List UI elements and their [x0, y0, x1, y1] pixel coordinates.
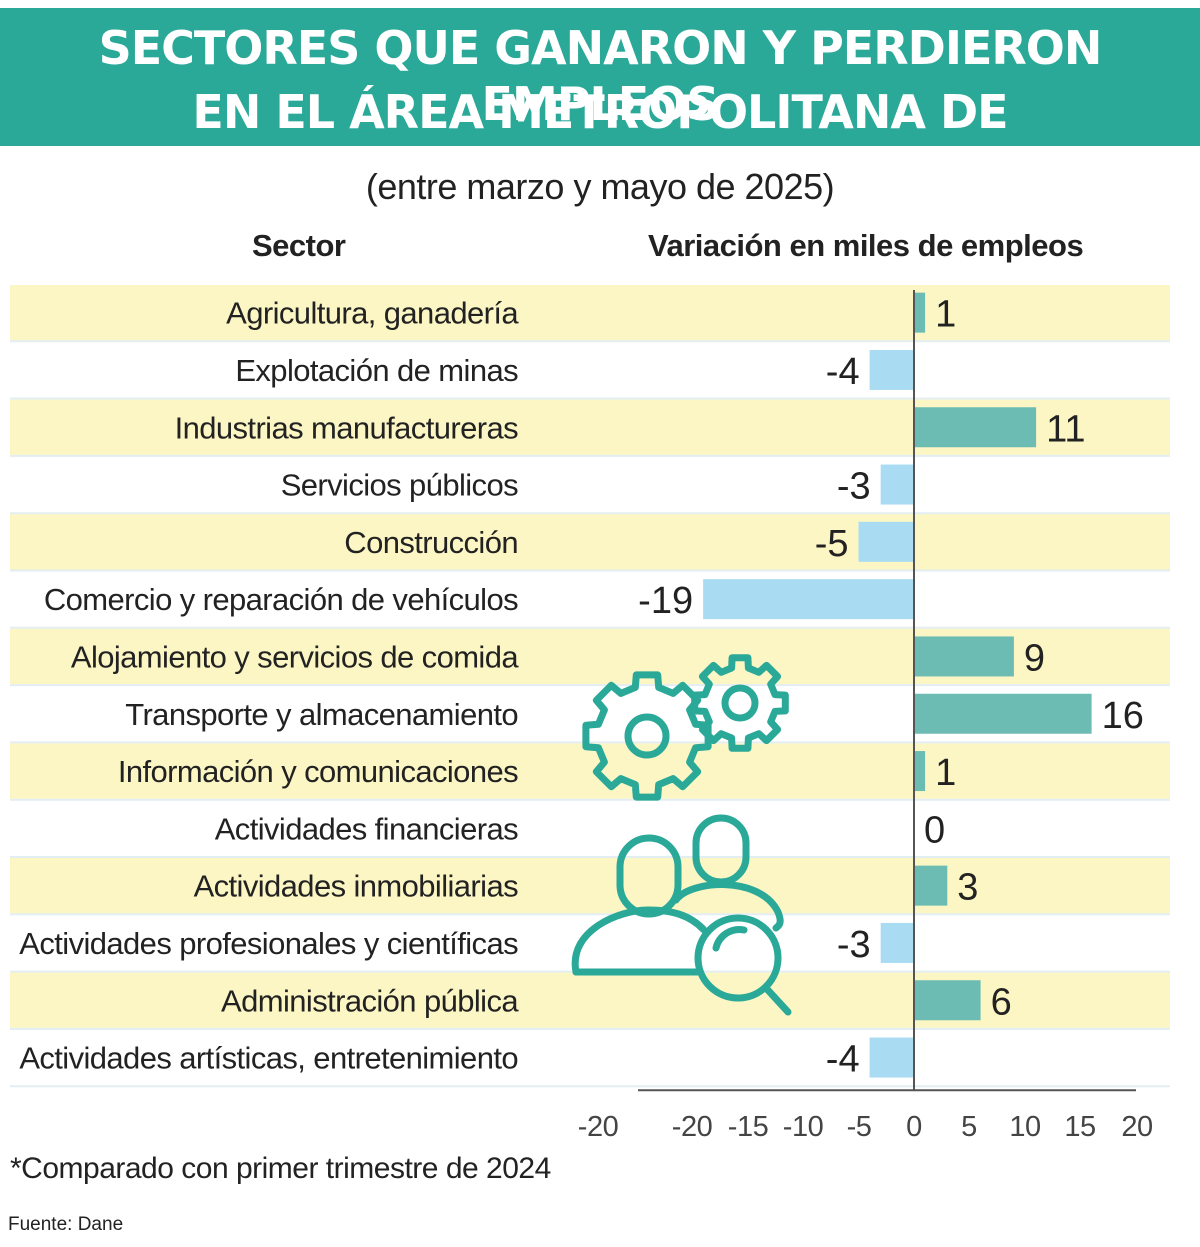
source-note: Fuente: Dane	[8, 1214, 124, 1235]
x-tick-labels: -20 -20 -15 -10 -5 0 5 10 15 20	[578, 1111, 1153, 1143]
category-label: Administración pública	[221, 983, 519, 1018]
value-label: -3	[837, 466, 871, 508]
bar	[914, 407, 1037, 448]
bar	[869, 1037, 914, 1078]
sector-column-header: Sector	[252, 228, 346, 263]
x-tick-label: 5	[961, 1111, 977, 1143]
value-label: 3	[957, 867, 978, 909]
bar	[880, 922, 914, 963]
category-label: Actividades financieras	[215, 811, 518, 846]
row-stripe	[10, 285, 1170, 341]
variation-column-header: Variación en miles de empleos	[648, 228, 1084, 263]
category-label: Actividades profesionales y científicas	[19, 926, 518, 961]
x-tick-label: -20	[578, 1111, 618, 1143]
people-search-icon	[571, 814, 792, 1016]
bar	[703, 579, 914, 620]
x-tick-label: -15	[728, 1111, 768, 1143]
x-tick-label: -5	[847, 1111, 872, 1143]
value-labels: 1 -4 11 -3 -5 -19 9 16 1 03 -3 6 -4	[638, 294, 1144, 1081]
bar	[880, 464, 914, 505]
chart-title-line-1: SECTORES QUE GANARON Y PERDIERON EMPLEOS	[98, 21, 1103, 131]
bar	[914, 693, 1092, 734]
x-tick-label: -20	[672, 1111, 712, 1143]
bar	[914, 751, 926, 792]
x-tick-label: 10	[1009, 1111, 1040, 1143]
category-label: Actividades artísticas, entretenimiento	[19, 1041, 518, 1076]
value-label: -19	[638, 580, 693, 622]
value-label: 0	[924, 809, 945, 851]
bar	[869, 349, 914, 390]
value-label: 1	[935, 294, 956, 336]
bar	[914, 636, 1014, 677]
x-tick-label: -10	[783, 1111, 823, 1143]
value-label: -3	[837, 924, 871, 966]
bars	[703, 292, 1092, 1078]
bar	[914, 292, 926, 333]
value-label: -4	[826, 351, 860, 393]
row-stripe	[10, 858, 1170, 914]
category-label: Agricultura, ganadería	[226, 296, 519, 331]
chart-title-line-2: EN EL ÁREA METROPOLITANA DE BUCARAMANGA*	[192, 85, 1008, 195]
footnote: *Comparado con primer trimestre de 2024	[10, 1152, 551, 1185]
row-stripes	[10, 285, 1170, 1088]
value-label: 16	[1102, 695, 1144, 737]
category-label: Explotación de minas	[235, 353, 518, 388]
value-label: 11	[1046, 408, 1085, 450]
decorative-icons	[571, 654, 792, 1016]
x-tick-label: 15	[1064, 1111, 1095, 1143]
title-band	[0, 8, 1200, 146]
category-label: Comercio y reparación de vehículos	[44, 582, 518, 617]
value-label: 6	[991, 981, 1012, 1023]
chart-subtitle: (entre marzo y mayo de 2025)	[365, 166, 835, 207]
row-stripe	[10, 743, 1170, 799]
category-label: Actividades inmobiliarias	[194, 869, 519, 904]
category-label: Transporte y almacenamiento	[125, 697, 518, 732]
value-label: 1	[935, 752, 956, 794]
x-tick-label: 0	[906, 1111, 922, 1143]
value-label: -5	[815, 523, 849, 565]
bar	[914, 980, 981, 1021]
bar	[914, 865, 948, 906]
value-label: -4	[826, 1039, 860, 1081]
gears-icon	[582, 654, 789, 801]
x-tick-label: 20	[1121, 1111, 1152, 1143]
value-label: 9	[1024, 637, 1045, 679]
category-label: Construcción	[344, 525, 518, 560]
category-label: Servicios públicos	[281, 468, 518, 503]
bar	[858, 521, 914, 562]
row-stripe	[10, 514, 1170, 570]
category-labels: Agricultura, ganadería Explotación de min…	[19, 296, 520, 1076]
category-label: Industrias manufactureras	[175, 410, 518, 445]
category-label: Alojamiento y servicios de comida	[71, 639, 519, 674]
category-label: Información y comunicaciones	[118, 754, 518, 789]
